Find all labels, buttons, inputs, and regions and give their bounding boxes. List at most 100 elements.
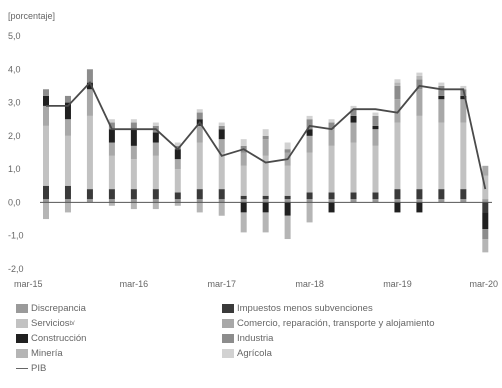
pib-line — [46, 81, 487, 190]
bar-segment-1 — [482, 202, 489, 213]
bar-segment-0 — [438, 199, 445, 203]
legend-label: Discrepancia — [31, 303, 86, 314]
bars — [43, 69, 489, 253]
bar-segment-5 — [482, 229, 489, 240]
legend-swatch — [222, 334, 234, 343]
bar-segment-0 — [86, 199, 93, 203]
bar-segment-3 — [240, 152, 247, 166]
bar-segment-7 — [372, 112, 379, 116]
bar-segment-0 — [152, 199, 159, 203]
legend-item: Servicios b/ — [16, 318, 75, 329]
bar-segment-0 — [394, 199, 401, 203]
legend-label: Impuestos menos subvenciones — [237, 303, 373, 314]
bar-segment-4 — [218, 129, 225, 140]
bar-segment-7 — [328, 119, 335, 123]
bar-segment-6 — [240, 212, 247, 233]
bar-segment-7 — [196, 109, 203, 113]
bar-segment-1 — [460, 189, 467, 200]
legend-item: Construcción — [16, 333, 86, 344]
bar-segment-6 — [108, 202, 115, 206]
legend-swatch — [222, 349, 234, 358]
bar-segment-1 — [108, 189, 115, 200]
x-tick-label: mar-20 — [469, 279, 498, 289]
legend-item: PIB — [16, 363, 46, 374]
bar-segment-0 — [328, 199, 335, 203]
bar-segment-3 — [394, 99, 401, 123]
legend-item: Comercio, reparación, transporte y aloja… — [222, 318, 434, 329]
legend-swatch — [16, 368, 28, 369]
bar-segment-3 — [174, 159, 181, 170]
bar-segment-2 — [86, 115, 93, 190]
legend-swatch — [222, 319, 234, 328]
bar-segment-1 — [43, 185, 49, 200]
legend-swatch — [16, 349, 28, 358]
bar-segment-0 — [43, 199, 49, 203]
bar-segment-6 — [64, 202, 71, 213]
bar-segment-6 — [174, 202, 181, 206]
bar-segment-1 — [152, 189, 159, 200]
bar-segment-1 — [284, 195, 291, 200]
bar-segment-4 — [43, 95, 49, 106]
bar-segment-3 — [438, 99, 445, 123]
y-tick-label: 3,0 — [8, 98, 21, 108]
bar-segment-2 — [240, 165, 247, 196]
x-tick-label: mar-16 — [120, 279, 149, 289]
bar-segment-2 — [438, 122, 445, 190]
bar-segment-2 — [284, 165, 291, 196]
bar-segment-6 — [262, 212, 269, 233]
bar-segment-4 — [482, 212, 489, 230]
bar-segment-0 — [460, 199, 467, 203]
bar-segment-2 — [372, 145, 379, 193]
bar-segment-1 — [196, 189, 203, 200]
bar-segment-3 — [108, 142, 115, 156]
legend-label: Servicios — [31, 318, 70, 329]
bar-segment-3 — [306, 135, 313, 153]
bar-segment-6 — [43, 202, 49, 220]
legend-item: Minería — [16, 348, 63, 359]
bar-segment-6 — [416, 75, 423, 80]
bar-segment-7 — [306, 115, 313, 120]
bar-segment-7 — [416, 72, 423, 76]
legend-swatch — [16, 319, 28, 328]
legend-item: Agrícola — [222, 348, 272, 359]
bar-segment-1 — [416, 189, 423, 200]
bar-segment-0 — [416, 199, 423, 203]
bar-segment-0 — [174, 199, 181, 203]
bar-segment-2 — [394, 122, 401, 190]
bar-segment-4 — [372, 125, 379, 130]
bar-segment-6 — [306, 202, 313, 223]
bar-segment-4 — [86, 82, 93, 90]
bar-segment-4 — [108, 129, 115, 143]
legend-label: PIB — [31, 363, 47, 374]
bar-segment-0 — [350, 199, 357, 203]
bar-segment-4 — [130, 129, 137, 146]
bar-segment-5 — [43, 89, 49, 96]
y-tick-label: 1,0 — [8, 164, 21, 174]
bar-segment-5 — [284, 149, 291, 153]
bar-segment-7 — [240, 139, 247, 146]
bar-segment-4 — [438, 95, 445, 100]
bar-segment-2 — [130, 159, 137, 190]
bar-segment-2 — [43, 125, 49, 186]
bar-segment-0 — [372, 199, 379, 203]
bar-segment-4 — [64, 102, 71, 120]
bar-segment-7 — [108, 119, 115, 123]
bar-segment-7 — [262, 129, 269, 136]
legend-item: Impuestos menos subvenciones — [222, 303, 373, 314]
legend-swatch — [16, 334, 28, 343]
bar-segment-5 — [64, 95, 71, 103]
bar-segment-5 — [262, 135, 269, 140]
bar-segment-3 — [43, 105, 49, 126]
bar-segment-3 — [372, 129, 379, 146]
bar-segment-2 — [460, 122, 467, 190]
bar-segment-0 — [108, 199, 115, 203]
bar-segment-5 — [394, 85, 401, 100]
bar-segment-7 — [394, 79, 401, 83]
bar-segment-4 — [394, 202, 401, 213]
bar-segment-5 — [438, 85, 445, 96]
legend-label: Agrícola — [237, 348, 272, 359]
bar-segment-0 — [218, 199, 225, 203]
bar-segment-1 — [130, 189, 137, 200]
bar-segment-2 — [108, 155, 115, 190]
x-tick-label: mar-17 — [207, 279, 236, 289]
